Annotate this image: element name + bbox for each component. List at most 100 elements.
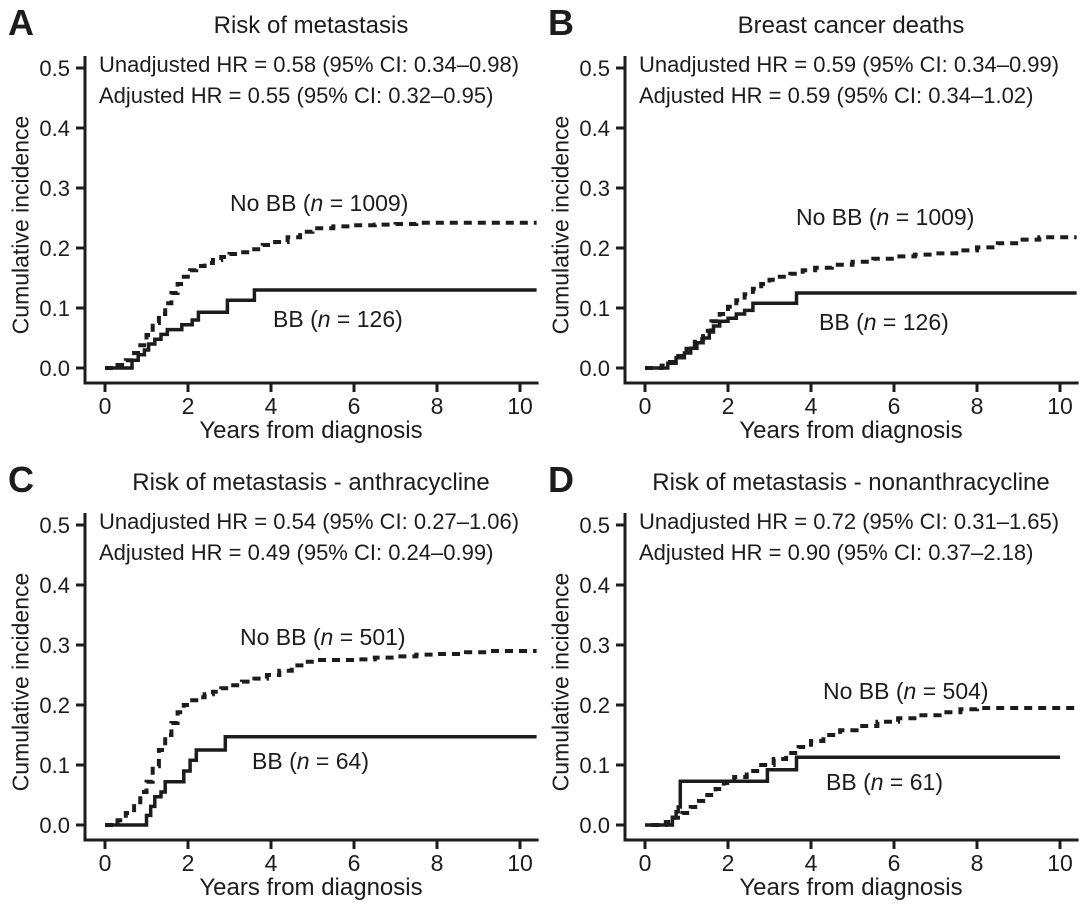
y-tick-label: 0.0 (39, 813, 70, 838)
plot-area: 0 2 4 6 8 10 0.0 0.1 0.2 0.3 0.4 0.5 (39, 56, 539, 419)
y-axis-label: Cumulative incidence (547, 572, 574, 792)
x-tick-label: 10 (1047, 850, 1073, 876)
curve-label-bb: BB (n = 126) (819, 309, 949, 336)
x-tick-label: 10 (507, 850, 533, 876)
panel-title: Risk of metastasis - anthracycline (132, 469, 490, 496)
curve-label-n-symbol: n (317, 306, 331, 332)
hr-adjusted-text: Adjusted HR = 0.49 (95% CI: 0.24–0.99) (99, 540, 494, 565)
axis-lines (623, 513, 1079, 842)
y-axis-label: Cumulative incidence (547, 115, 574, 335)
x-tick-label: 6 (348, 393, 361, 419)
y-axis-label: Cumulative incidence (7, 115, 34, 335)
curve-label-no-bb: No BB (n = 504) (823, 678, 989, 705)
x-tick-label: 6 (888, 850, 901, 876)
x-tick-label: 4 (805, 393, 818, 419)
x-tick-label: 8 (431, 393, 444, 419)
y-tick-label: 0.4 (39, 116, 70, 141)
x-tick-label: 6 (888, 393, 901, 419)
hr-unadjusted-text: Unadjusted HR = 0.72 (95% CI: 0.31–1.65) (639, 509, 1060, 534)
y-tick-label: 0.1 (579, 296, 610, 321)
y-tick-label: 0.5 (39, 56, 70, 81)
curve-label-no-bb: No BB (n = 501) (240, 624, 406, 651)
axis-lines (83, 513, 539, 842)
y-tick-label: 0.2 (579, 693, 610, 718)
hr-unadjusted-text: Unadjusted HR = 0.58 (95% CI: 0.34–0.98) (99, 52, 520, 77)
y-tick-label: 0.1 (39, 753, 70, 778)
hr-unadjusted-text: Unadjusted HR = 0.54 (95% CI: 0.27–1.06) (99, 509, 520, 534)
curve-label-bb: BB (n = 126) (273, 306, 403, 333)
x-tick-label: 2 (182, 393, 195, 419)
axis-lines (83, 56, 539, 385)
curve-label-bb: BB (n = 61) (826, 769, 943, 796)
y-tick-label: 0.0 (39, 356, 70, 381)
panel-title: Breast cancer deaths (737, 12, 965, 39)
axis-lines (623, 56, 1079, 385)
x-tick-label: 6 (348, 850, 361, 876)
y-tick-label: 0.5 (39, 513, 70, 538)
x-tick-label: 2 (722, 393, 735, 419)
panel-d: D Risk of metastasis - nonanthracycline … (540, 457, 1080, 914)
plot-area: 0 2 4 6 8 10 0.0 0.1 0.2 0.3 0.4 0.5 (39, 513, 539, 876)
curve-label-text: No BB ( (796, 204, 877, 230)
curve-bb (105, 288, 537, 370)
x-tick-label: 8 (971, 850, 984, 876)
panel-a: A Risk of metastasis Unadjusted HR = 0.5… (0, 0, 540, 457)
y-tick-label: 0.4 (39, 573, 70, 598)
curve-label-n-symbol: n (870, 769, 884, 795)
panel-letter-a: A (8, 2, 35, 43)
y-tick-label: 0.3 (39, 633, 70, 658)
curve-label-text: BB ( (826, 769, 871, 795)
curve-no-bb (651, 706, 1077, 827)
curve-label-text: = 126) (330, 306, 403, 332)
curve-bb (645, 755, 1060, 827)
x-tick-label: 4 (265, 850, 278, 876)
curve-label-n-symbol: n (876, 204, 890, 230)
curve-label-text: No BB ( (230, 190, 311, 216)
curve-label-text: = 501) (333, 624, 406, 650)
x-tick-label: 2 (722, 850, 735, 876)
hr-adjusted-text: Adjusted HR = 0.90 (95% CI: 0.37–2.18) (639, 540, 1034, 565)
x-tick-label: 0 (639, 850, 652, 876)
y-tick-label: 0.1 (579, 753, 610, 778)
panel-c: C Risk of metastasis - anthracycline Una… (0, 457, 540, 914)
hr-unadjusted-text: Unadjusted HR = 0.59 (95% CI: 0.34–0.99) (639, 52, 1060, 77)
x-tick-label: 4 (805, 850, 818, 876)
hr-adjusted-text: Adjusted HR = 0.55 (95% CI: 0.32–0.95) (99, 83, 494, 108)
x-tick-label: 0 (99, 393, 112, 419)
y-tick-label: 0.1 (39, 296, 70, 321)
x-tick-label: 0 (99, 850, 112, 876)
y-tick-label: 0.3 (579, 633, 610, 658)
y-axis-label: Cumulative incidence (7, 572, 34, 792)
y-tick-label: 0.0 (579, 356, 610, 381)
x-tick-label: 4 (265, 393, 278, 419)
x-tick-label: 10 (507, 393, 533, 419)
panel-letter-d: D (548, 459, 575, 500)
panel-b: B Breast cancer deaths Unadjusted HR = 0… (540, 0, 1080, 457)
curve-label-no-bb: No BB (n = 1009) (230, 190, 408, 217)
y-tick-label: 0.2 (579, 236, 610, 261)
y-tick-label: 0.2 (39, 693, 70, 718)
curve-label-no-bb: No BB (n = 1009) (796, 204, 974, 231)
curve-label-n-symbol: n (863, 309, 877, 335)
y-tick-label: 0.2 (39, 236, 70, 261)
x-tick-label: 2 (182, 850, 195, 876)
x-tick-label: 8 (431, 850, 444, 876)
x-tick-label: 0 (639, 393, 652, 419)
curve-label-text: No BB ( (823, 678, 904, 704)
curve-label-text: BB ( (252, 748, 297, 774)
curve-bb (105, 735, 537, 827)
y-tick-label: 0.0 (579, 813, 610, 838)
curve-no-bb (105, 220, 537, 370)
panel-title: Risk of metastasis - nonanthracycline (652, 469, 1050, 496)
panel-title: Risk of metastasis (213, 12, 409, 39)
curve-label-text: = 64) (309, 748, 369, 774)
curve-label-text: = 1009) (323, 190, 409, 216)
y-tick-label: 0.3 (579, 176, 610, 201)
plot-area: 0 2 4 6 8 10 0.0 0.1 0.2 0.3 0.4 0.5 (579, 56, 1079, 419)
curve-label-text: = 61) (883, 769, 943, 795)
curve-no-bb (645, 235, 1077, 370)
panel-letter-c: C (8, 459, 35, 500)
hr-adjusted-text: Adjusted HR = 0.59 (95% CI: 0.34–1.02) (639, 83, 1034, 108)
x-axis-label: Years from diagnosis (739, 417, 963, 444)
